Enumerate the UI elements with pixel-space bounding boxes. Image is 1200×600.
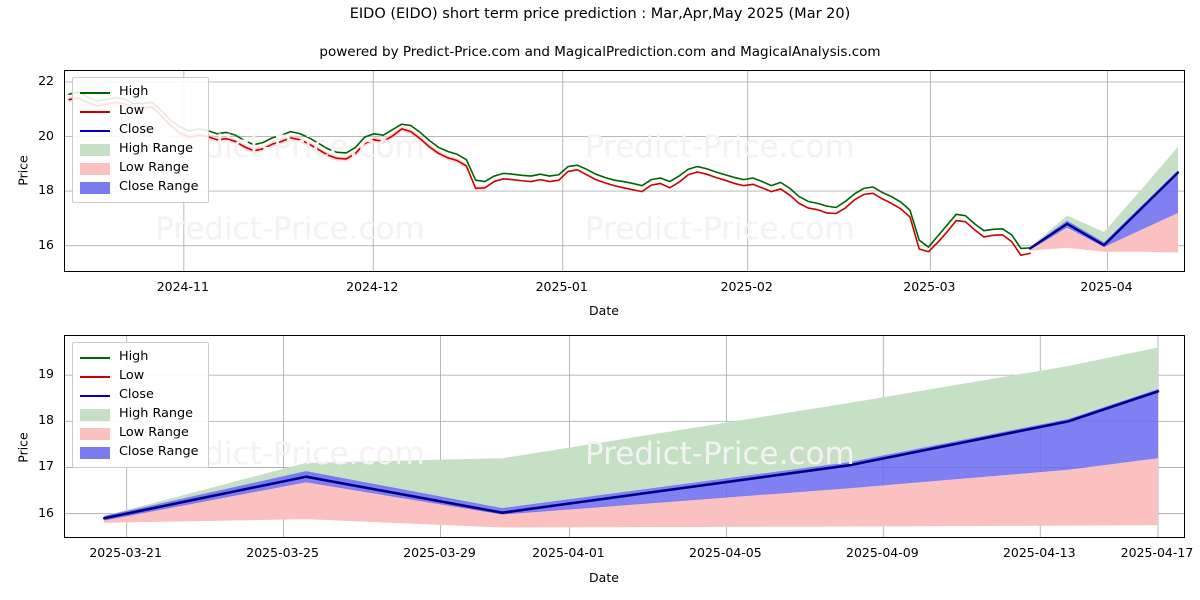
- forecast-y-tick-label: 17: [38, 458, 54, 474]
- overview-y-tick-label: 18: [38, 182, 54, 198]
- overview-x-tick-label: 2024-11: [156, 279, 209, 294]
- legend-patch-swatch: [80, 181, 110, 194]
- legend-item-close: Close: [80, 121, 199, 140]
- overview-y-tick-label: 20: [38, 127, 54, 143]
- legend-item-high: High: [80, 348, 199, 367]
- forecast-x-tick-label: 2025-04-09: [846, 545, 919, 560]
- forecast-plot-area: Predict-Price.com Predict-Price.com: [64, 335, 1185, 538]
- page-subtitle: powered by Predict-Price.com and Magical…: [319, 44, 881, 60]
- legend-item-label: Low Range: [119, 425, 189, 441]
- overview-x-tick-label: 2025-02: [720, 279, 773, 294]
- overview-y-tick-label: 22: [38, 72, 54, 88]
- watermark-text: Predict-Price.com: [155, 211, 425, 247]
- forecast-chart-panel: Price Date 16 17 18 19 2025-03-21 2025-03-25…: [0, 320, 1200, 600]
- legend-patch-swatch: [80, 408, 110, 421]
- forecast-x-tick-label: 2025-04-05: [689, 545, 762, 560]
- legend-line-swatch: [80, 394, 110, 397]
- legend-patch-swatch: [80, 162, 110, 175]
- overview-chart-panel: Price Date 16 18 20 22 2024-11 2024-12 2025-0…: [16, 70, 1185, 318]
- page-title: EIDO (EIDO) short term price prediction …: [349, 6, 851, 22]
- forecast-x-tick-label: 2025-04-01: [532, 545, 605, 560]
- legend-line-swatch: [80, 356, 110, 359]
- forecast-y-tick-label: 18: [38, 412, 54, 428]
- legend-item-high: High: [80, 83, 199, 102]
- legend-item-label: High: [119, 84, 149, 100]
- legend-item-label: High Range: [119, 406, 194, 422]
- legend-patch-swatch: [80, 143, 110, 156]
- legend-patch-swatch: [80, 446, 110, 459]
- forecast-x-axis-label: Date: [589, 570, 619, 585]
- legend-item-high-range: High Range: [80, 405, 199, 424]
- legend-item-close-range: Close Range: [80, 178, 199, 197]
- legend-item-close-range: Close Range: [80, 443, 199, 462]
- watermark-text: Predict-Price.com: [585, 211, 855, 247]
- legend-patch-swatch: [80, 427, 110, 440]
- legend-item-label: Close Range: [119, 179, 199, 195]
- legend-line-swatch: [80, 375, 110, 378]
- legend-item-low: Low: [80, 102, 199, 121]
- forecast-y-tick-label: 19: [38, 366, 54, 382]
- forecast-x-tick-label: 2025-04-17: [1120, 545, 1194, 560]
- overview-y-tick-label: 16: [38, 236, 54, 252]
- forecast-x-tick-label: 2025-03-21: [89, 545, 162, 560]
- overview-x-tick-label: 2025-04: [1080, 279, 1133, 294]
- legend-line-swatch: [80, 129, 110, 132]
- legend-item-low-range: Low Range: [80, 159, 199, 178]
- forecast-plot-svg: [65, 336, 1184, 537]
- overview-legend: High Low Close High Range Low Range Close Ran…: [72, 77, 209, 203]
- forecast-x-tick-label: 2025-03-29: [403, 545, 476, 560]
- legend-item-low-range: Low Range: [80, 424, 199, 443]
- overview-x-tick-label: 2024-12: [346, 279, 399, 294]
- forecast-legend: High Low Close High Range Low Range Close Ran…: [72, 342, 209, 468]
- forecast-x-tick-label: 2025-04-13: [1002, 545, 1076, 560]
- legend-item-label: Low Range: [119, 160, 189, 176]
- watermark-text: Predict-Price.com: [585, 436, 855, 472]
- legend-item-label: High: [119, 349, 149, 365]
- legend-item-low: Low: [80, 367, 199, 386]
- overview-plot-svg: [65, 71, 1184, 271]
- watermark-text: Predict-Price.com: [585, 129, 855, 165]
- forecast-x-tick-label: 2025-03-25: [246, 545, 319, 560]
- legend-item-close: Close: [80, 386, 199, 405]
- legend-item-label: High Range: [119, 141, 194, 157]
- legend-line-swatch: [80, 110, 110, 113]
- overview-x-tick-label: 2025-01: [535, 279, 588, 294]
- legend-item-label: Close: [119, 387, 154, 403]
- legend-item-high-range: High Range: [80, 140, 199, 159]
- legend-item-label: Close Range: [119, 444, 199, 460]
- legend-item-label: Low: [119, 103, 145, 119]
- overview-x-axis-label: Date: [589, 303, 619, 318]
- legend-item-label: Close: [119, 122, 154, 138]
- forecast-y-tick-label: 16: [38, 504, 54, 520]
- overview-x-tick-label: 2025-03: [903, 279, 956, 294]
- legend-item-label: Low: [119, 368, 145, 384]
- overview-plot-area: Predict-Price.com Predict-Price.com Pred…: [64, 70, 1185, 272]
- legend-line-swatch: [80, 91, 110, 94]
